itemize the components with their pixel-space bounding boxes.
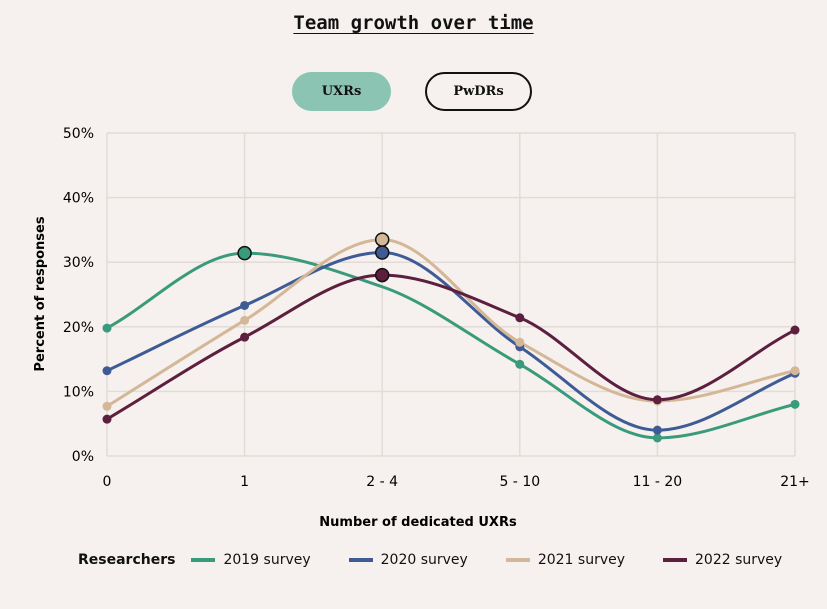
legend-item: 2020 survey	[348, 552, 468, 568]
legend-swatch	[348, 558, 373, 562]
series-line	[106, 273, 796, 421]
data-point	[102, 401, 112, 411]
data-point	[790, 325, 800, 335]
data-point	[102, 366, 112, 376]
y-tick-label: 40%	[63, 191, 94, 207]
series-line	[106, 251, 796, 432]
pwdrs-toggle-button[interactable]: PwDRs	[425, 72, 532, 111]
x-tick-label: 0	[103, 474, 112, 490]
uxrs-toggle-button[interactable]: UXRs	[292, 72, 391, 111]
legend-swatch	[505, 558, 530, 562]
data-point	[652, 425, 662, 435]
data-point	[102, 414, 112, 424]
legend: Researchers 2019 survey 2020 survey 2021 s…	[78, 552, 820, 568]
data-point	[652, 433, 662, 443]
legend-swatch	[191, 558, 216, 562]
data-point	[515, 337, 525, 347]
series-line	[106, 251, 796, 440]
data-point-peak	[374, 267, 390, 283]
legend-label: 2022 survey	[695, 552, 783, 568]
legend-item: 2019 survey	[191, 552, 311, 568]
legend-label: 2020 survey	[380, 552, 468, 568]
y-axis-label: Percent of responses	[33, 216, 48, 371]
y-tick-label: 20%	[63, 320, 94, 336]
data-point-peak	[374, 245, 390, 260]
data-point-peak	[237, 245, 252, 261]
data-point	[790, 399, 800, 409]
legend-swatch	[663, 558, 688, 562]
data-point	[652, 395, 662, 405]
y-tick-label: 0%	[72, 449, 94, 465]
data-point	[515, 359, 525, 369]
x-tick-label: 11 - 20	[633, 474, 683, 490]
legend-title: Researchers	[78, 552, 176, 568]
x-axis-label: Number of dedicated UXRs	[319, 515, 517, 530]
y-tick-label: 30%	[63, 255, 94, 271]
data-point	[515, 313, 525, 323]
data-point-peak	[374, 232, 390, 247]
legend-item: 2022 survey	[663, 552, 782, 568]
chart-title: Team growth over time	[293, 12, 534, 34]
x-tick-label: 21+	[780, 474, 810, 490]
x-tick-label: 2 - 4	[366, 474, 398, 490]
y-tick-label: 50%	[63, 126, 94, 142]
x-tick-label: 5 - 10	[499, 474, 540, 490]
legend-label: 2021 survey	[537, 552, 626, 568]
y-tick-label: 10%	[63, 384, 94, 400]
legend-label: 2019 survey	[223, 552, 311, 568]
data-point	[102, 323, 112, 333]
data-point	[240, 332, 250, 342]
data-point	[240, 300, 250, 310]
data-point	[790, 366, 800, 376]
legend-item: 2021 survey	[505, 552, 626, 568]
data-point	[240, 315, 250, 325]
x-tick-label: 1	[240, 474, 249, 490]
